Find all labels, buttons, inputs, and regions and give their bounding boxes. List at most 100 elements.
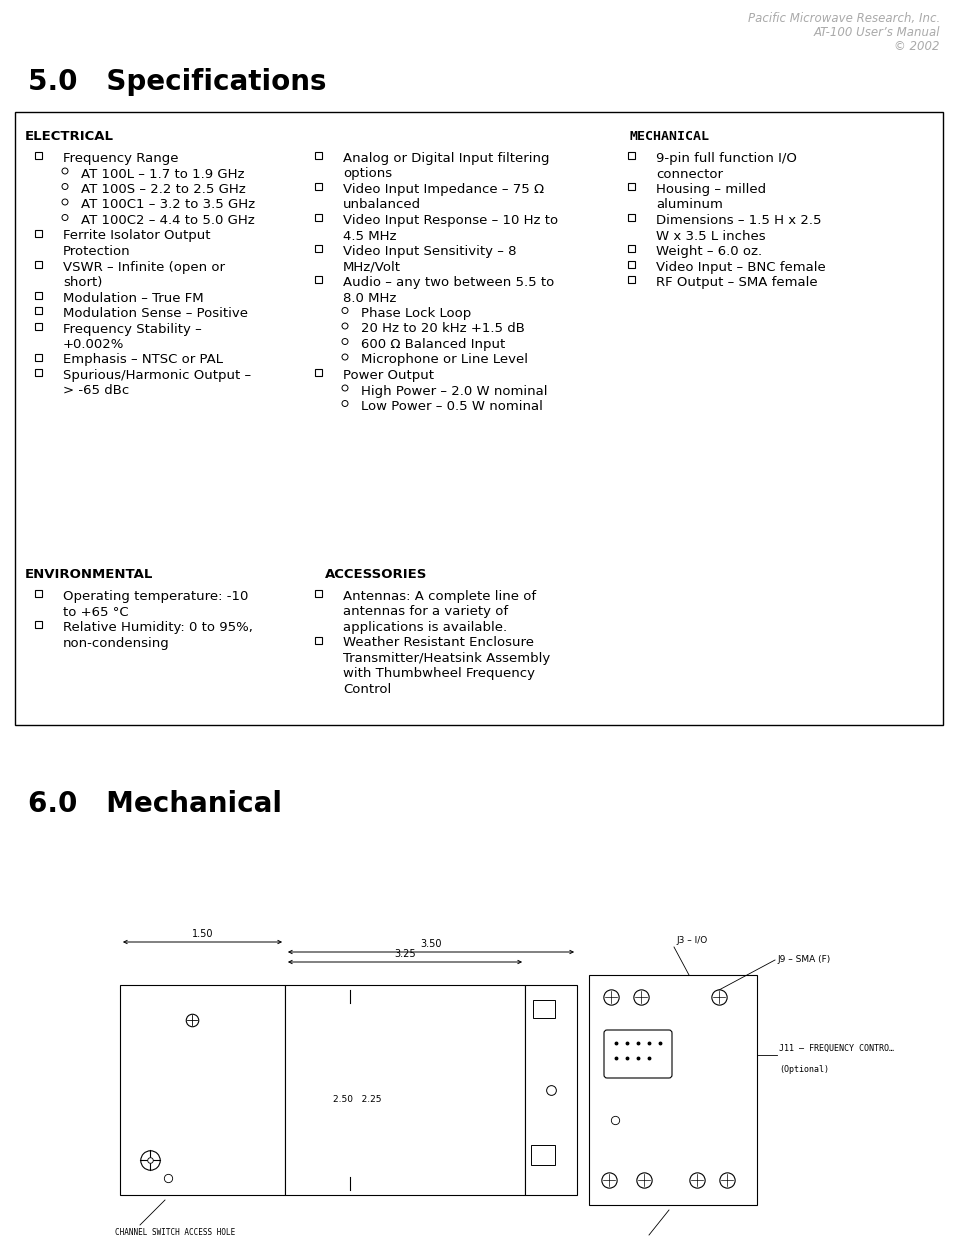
Text: Modulation Sense – Positive: Modulation Sense – Positive	[63, 307, 248, 320]
Text: J9 – SMA (F): J9 – SMA (F)	[777, 955, 831, 964]
Text: short): short)	[63, 276, 103, 289]
Text: Protection: Protection	[63, 245, 130, 258]
Text: Modulation – True FM: Modulation – True FM	[63, 292, 204, 304]
Text: 3.50: 3.50	[421, 939, 442, 949]
Bar	[35, 230, 42, 236]
Text: AT 100S – 2.2 to 2.5 GHz: AT 100S – 2.2 to 2.5 GHz	[81, 183, 246, 197]
Text: Control: Control	[343, 684, 391, 696]
Bar	[35, 620, 42, 628]
Text: 9-pin full function I/O: 9-pin full function I/O	[656, 152, 797, 164]
Bar	[285, 985, 525, 1195]
Bar	[628, 261, 635, 267]
Text: CHANNEL SWITCH ACCESS HOLE: CHANNEL SWITCH ACCESS HOLE	[115, 1229, 236, 1236]
Text: Weight – 6.0 oz.: Weight – 6.0 oz.	[656, 245, 763, 258]
Text: 6.0   Mechanical: 6.0 Mechanical	[28, 790, 282, 818]
Text: 2.50   2.25: 2.50 2.25	[333, 1095, 381, 1104]
Text: Video Input – BNC female: Video Input – BNC female	[656, 261, 826, 273]
Text: to +65 °C: to +65 °C	[63, 606, 128, 618]
Text: J11 – FREQUENCY CONTRO…: J11 – FREQUENCY CONTRO…	[779, 1044, 894, 1053]
Text: Video Input Response – 10 Hz to: Video Input Response – 10 Hz to	[343, 214, 559, 227]
Text: W x 3.5 L inches: W x 3.5 L inches	[656, 230, 765, 242]
Text: Spurious/Harmonic Output –: Spurious/Harmonic Output –	[63, 370, 251, 382]
Bar	[120, 985, 285, 1195]
Text: RF Output – SMA female: RF Output – SMA female	[656, 276, 817, 289]
Bar	[35, 370, 42, 376]
Text: Analog or Digital Input filtering: Analog or Digital Input filtering	[343, 152, 550, 164]
Bar	[525, 985, 577, 1195]
Bar	[315, 245, 322, 252]
FancyBboxPatch shape	[604, 1030, 672, 1078]
Bar	[315, 183, 322, 190]
Bar	[628, 245, 635, 252]
Text: © 2002: © 2002	[895, 40, 940, 53]
Text: AT-100 User’s Manual: AT-100 User’s Manual	[813, 26, 940, 40]
Text: AT 100C2 – 4.4 to 5.0 GHz: AT 100C2 – 4.4 to 5.0 GHz	[81, 214, 255, 227]
Bar	[315, 590, 322, 597]
Text: High Power – 2.0 W nominal: High Power – 2.0 W nominal	[361, 384, 548, 398]
Text: non-condensing: non-condensing	[63, 637, 170, 649]
Bar	[531, 1145, 555, 1166]
Bar	[15, 112, 943, 726]
Text: Transmitter/Heatsink Assembly: Transmitter/Heatsink Assembly	[343, 653, 550, 665]
Text: ELECTRICAL: ELECTRICAL	[25, 130, 114, 143]
Text: +0.002%: +0.002%	[63, 337, 125, 351]
Bar	[628, 183, 635, 190]
Text: ENVIRONMENTAL: ENVIRONMENTAL	[25, 569, 153, 581]
Text: MHz/Volt: MHz/Volt	[343, 261, 401, 273]
Text: Dimensions – 1.5 H x 2.5: Dimensions – 1.5 H x 2.5	[656, 214, 822, 227]
Bar	[35, 152, 42, 159]
Bar	[628, 276, 635, 283]
Text: antennas for a variety of: antennas for a variety of	[343, 606, 508, 618]
Bar	[589, 975, 757, 1205]
Bar	[35, 292, 42, 299]
Text: Frequency Stability –: Frequency Stability –	[63, 323, 202, 335]
Text: 8.0 MHz: 8.0 MHz	[343, 292, 397, 304]
Text: Frequency Range: Frequency Range	[63, 152, 178, 164]
Text: Pacific Microwave Research, Inc.: Pacific Microwave Research, Inc.	[748, 12, 940, 25]
Text: Power Output: Power Output	[343, 370, 434, 382]
Bar	[628, 214, 635, 221]
Text: connector: connector	[656, 168, 723, 180]
Text: ACCESSORIES: ACCESSORIES	[325, 569, 427, 581]
Text: Operating temperature: -10: Operating temperature: -10	[63, 590, 248, 603]
Bar	[533, 1000, 555, 1018]
Text: Phase Lock Loop: Phase Lock Loop	[361, 307, 471, 320]
Bar	[35, 323, 42, 330]
Text: Video Input Impedance – 75 Ω: Video Input Impedance – 75 Ω	[343, 183, 544, 197]
Text: 600 Ω Balanced Input: 600 Ω Balanced Input	[361, 337, 505, 351]
Bar	[315, 276, 322, 283]
Text: Microphone or Line Level: Microphone or Line Level	[361, 353, 528, 367]
Text: unbalanced: unbalanced	[343, 199, 422, 211]
Text: Emphasis – NTSC or PAL: Emphasis – NTSC or PAL	[63, 353, 223, 367]
Text: 3.25: 3.25	[394, 949, 416, 959]
Text: VSWR – Infinite (open or: VSWR – Infinite (open or	[63, 261, 225, 273]
Text: with Thumbwheel Frequency: with Thumbwheel Frequency	[343, 667, 535, 681]
Text: Ferrite Isolator Output: Ferrite Isolator Output	[63, 230, 211, 242]
Bar	[315, 370, 322, 376]
Bar	[315, 214, 322, 221]
Text: Low Power – 0.5 W nominal: Low Power – 0.5 W nominal	[361, 400, 543, 413]
Text: applications is available.: applications is available.	[343, 620, 507, 634]
Bar	[35, 353, 42, 361]
Text: Housing – milled: Housing – milled	[656, 183, 766, 197]
Text: AT 100L – 1.7 to 1.9 GHz: AT 100L – 1.7 to 1.9 GHz	[81, 168, 244, 180]
Text: aluminum: aluminum	[656, 199, 723, 211]
Text: Relative Humidity: 0 to 95%,: Relative Humidity: 0 to 95%,	[63, 620, 253, 634]
Text: Weather Resistant Enclosure: Weather Resistant Enclosure	[343, 637, 534, 649]
Bar	[35, 261, 42, 267]
Text: MECHANICAL: MECHANICAL	[630, 130, 710, 143]
Text: (Optional): (Optional)	[779, 1065, 829, 1074]
Bar	[315, 152, 322, 159]
Text: Video Input Sensitivity – 8: Video Input Sensitivity – 8	[343, 245, 516, 258]
Text: Audio – any two between 5.5 to: Audio – any two between 5.5 to	[343, 276, 555, 289]
Text: 20 Hz to 20 kHz +1.5 dB: 20 Hz to 20 kHz +1.5 dB	[361, 323, 525, 335]
Text: J3 – I/O: J3 – I/O	[676, 936, 707, 946]
Bar	[35, 590, 42, 597]
Text: options: options	[343, 168, 392, 180]
Bar	[628, 152, 635, 159]
Text: 4.5 MHz: 4.5 MHz	[343, 230, 397, 242]
Text: 1.50: 1.50	[192, 929, 214, 939]
Bar	[35, 307, 42, 314]
Bar	[315, 637, 322, 644]
Text: AT 100C1 – 3.2 to 3.5 GHz: AT 100C1 – 3.2 to 3.5 GHz	[81, 199, 255, 211]
